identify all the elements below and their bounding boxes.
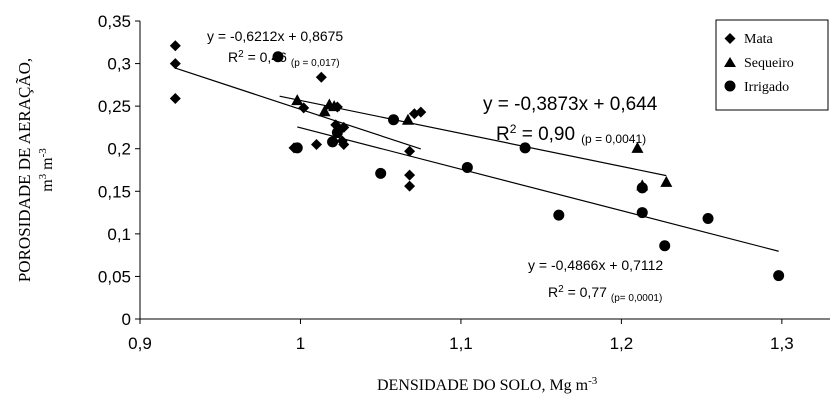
y-tick-label: 0,05 bbox=[98, 267, 131, 286]
mata-r2: R2 = 0,46 (p = 0,017) bbox=[228, 49, 340, 70]
y-axis-title-line2: m3 m-3 bbox=[37, 148, 56, 192]
axes: 0 0,05 0,1 0,15 0,2 0,25 0,3 0,35 0,9 1 1,1 1,2 1,3 bbox=[98, 12, 830, 353]
data-point-mata bbox=[311, 138, 323, 150]
data-point-irrigado bbox=[375, 167, 387, 179]
data-point-irrigado bbox=[388, 114, 400, 126]
trendline-sequeiro bbox=[279, 95, 667, 177]
data-point-irrigado bbox=[272, 51, 284, 63]
sequeiro-equation: y = -0,3873x + 0,644 bbox=[483, 94, 658, 115]
irrigado-equation: y = -0,4866x + 0,7112 bbox=[528, 257, 663, 273]
sequeiro-r2: R2 = 0,90 (p = 0,0041) bbox=[496, 122, 646, 146]
x-tick-label: 1,3 bbox=[770, 334, 794, 353]
legend-item-mata: Mata bbox=[724, 32, 774, 47]
y-tick-label: 0,35 bbox=[98, 12, 131, 31]
legend-item-sequeiro: Sequeiro bbox=[724, 56, 794, 71]
data-point-sequeiro bbox=[631, 141, 644, 153]
y-tick-label: 0,2 bbox=[107, 140, 131, 159]
data-point-sequeiro bbox=[660, 175, 673, 187]
data-marks bbox=[169, 40, 785, 282]
data-point-irrigado bbox=[331, 127, 343, 139]
legend-triangle-marker bbox=[724, 57, 736, 67]
data-point-sequeiro bbox=[291, 94, 304, 106]
data-point-irrigado bbox=[553, 209, 565, 221]
data-point-mata bbox=[169, 92, 181, 104]
mata-equation: y = -0,6212x + 0,8675 bbox=[207, 28, 343, 44]
legend-diamond-marker bbox=[724, 33, 736, 44]
data-point-sequeiro bbox=[318, 105, 331, 117]
x-axis-title: DENSIDADE DO SOLO, Mg m-3 bbox=[377, 375, 598, 394]
data-point-mata bbox=[404, 169, 416, 181]
x-tick-label: 0,9 bbox=[128, 334, 152, 353]
y-tick-label: 0,1 bbox=[107, 225, 131, 244]
data-point-mata bbox=[338, 138, 350, 150]
data-point-irrigado bbox=[327, 136, 339, 148]
legend: Mata Sequeiro Irrigado bbox=[715, 19, 829, 111]
data-point-mata bbox=[408, 108, 420, 120]
trendline-irrigado bbox=[297, 126, 779, 252]
data-point-irrigado bbox=[636, 207, 648, 219]
x-tick-label: 1,1 bbox=[449, 334, 473, 353]
data-point-sequeiro bbox=[328, 100, 341, 112]
y-tick-label: 0,25 bbox=[98, 97, 131, 116]
legend-label-irrigado: Irrigado bbox=[744, 80, 789, 95]
data-point-mata bbox=[404, 180, 416, 192]
data-point-irrigado bbox=[519, 142, 531, 154]
legend-label-sequeiro: Sequeiro bbox=[744, 56, 794, 71]
data-point-irrigado bbox=[461, 161, 473, 173]
legend-label-mata: Mata bbox=[744, 32, 774, 47]
data-point-sequeiro bbox=[401, 113, 414, 125]
data-point-irrigado bbox=[702, 213, 714, 225]
y-tick-label: 0,15 bbox=[98, 182, 131, 201]
x-tick-label: 1,2 bbox=[610, 334, 634, 353]
data-point-irrigado bbox=[636, 182, 648, 194]
data-point-mata bbox=[315, 71, 327, 83]
y-axis-title: POROSIDADE DE AERAÇÃO, m3 m-3 bbox=[15, 58, 56, 282]
data-point-irrigado bbox=[773, 270, 785, 282]
trendline-layer bbox=[175, 67, 779, 252]
y-tick-label: 0,3 bbox=[107, 55, 131, 74]
data-point-irrigado bbox=[291, 142, 303, 154]
x-tick-label: 1 bbox=[296, 334, 305, 353]
data-point-mata bbox=[169, 58, 181, 70]
y-tick-label: 0 bbox=[122, 310, 131, 329]
legend-item-irrigado: Irrigado bbox=[724, 80, 789, 95]
irrigado-r2: R2 = 0,77 (p= 0,0001) bbox=[548, 284, 662, 305]
legend-circle-marker bbox=[724, 80, 736, 92]
trendline-mata bbox=[175, 67, 422, 150]
data-point-irrigado bbox=[659, 240, 671, 252]
data-point-mata bbox=[169, 40, 181, 52]
y-axis-title-line1: POROSIDADE DE AERAÇÃO, bbox=[15, 58, 34, 282]
data-point-mata bbox=[404, 145, 416, 157]
